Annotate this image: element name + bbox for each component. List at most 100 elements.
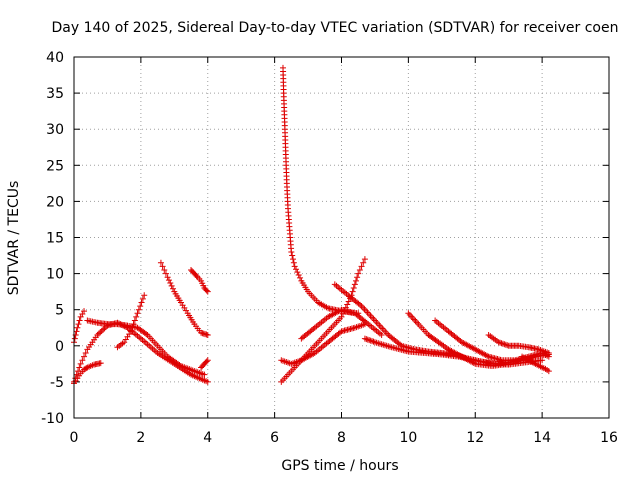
series-arc-5 bbox=[114, 292, 148, 351]
data-point bbox=[137, 303, 144, 310]
x-tick-label: 16 bbox=[600, 430, 618, 446]
data-point bbox=[369, 338, 376, 345]
data-point bbox=[349, 288, 356, 295]
y-tick-label: 10 bbox=[46, 267, 64, 283]
data-point bbox=[356, 266, 363, 273]
data-point bbox=[291, 263, 298, 270]
data-point bbox=[168, 282, 175, 289]
data-point bbox=[525, 357, 532, 364]
data-point bbox=[203, 287, 210, 294]
x-tick-label: 8 bbox=[337, 430, 346, 446]
data-point bbox=[345, 298, 352, 305]
data-point bbox=[497, 339, 504, 346]
data-point bbox=[310, 325, 317, 332]
x-tick-label: 14 bbox=[533, 430, 551, 446]
data-point bbox=[361, 335, 368, 342]
data-point bbox=[193, 273, 200, 280]
data-point bbox=[71, 335, 78, 342]
y-tick-label: 0 bbox=[55, 339, 64, 355]
data-point bbox=[159, 263, 166, 270]
chart-title: Day 140 of 2025, Sidereal Day-to-day VTE… bbox=[52, 20, 619, 36]
series-arc-8 bbox=[198, 357, 211, 371]
data-point bbox=[531, 360, 538, 367]
data-point bbox=[77, 360, 84, 367]
data-point bbox=[354, 274, 361, 281]
y-tick-label: 40 bbox=[46, 50, 64, 66]
data-point bbox=[130, 321, 137, 328]
data-point bbox=[529, 359, 536, 366]
data-point bbox=[76, 364, 83, 371]
data-point bbox=[167, 279, 174, 286]
data-point bbox=[97, 360, 104, 367]
data-point bbox=[94, 331, 101, 338]
y-tick-label: -5 bbox=[50, 375, 64, 391]
y-tick-label: 20 bbox=[46, 194, 64, 210]
data-point bbox=[495, 339, 502, 346]
data-point bbox=[545, 368, 552, 375]
y-axis-label: SDTVAR / TECUs bbox=[6, 181, 22, 296]
series-arc-3 bbox=[71, 360, 104, 387]
data-point bbox=[204, 378, 211, 385]
series-arc-9 bbox=[279, 64, 362, 317]
data-point bbox=[169, 285, 176, 292]
data-point bbox=[352, 277, 359, 284]
data-point bbox=[162, 270, 169, 277]
y-tick-label: 35 bbox=[46, 86, 64, 102]
data-point bbox=[355, 270, 362, 277]
data-point bbox=[134, 310, 141, 317]
data-point bbox=[297, 274, 304, 281]
series-arc-16 bbox=[432, 317, 552, 364]
data-point bbox=[76, 317, 83, 324]
data-point bbox=[129, 324, 136, 331]
x-axis-label: GPS time / hours bbox=[281, 458, 398, 474]
data-point bbox=[100, 326, 107, 333]
data-point bbox=[75, 321, 82, 328]
data-point bbox=[470, 360, 477, 367]
axis-ticks: 0 2 4 6 8 10 12 14 16 -10 -5 0 5 10 15 20 25 30 35 40 bbox=[41, 50, 618, 446]
grid bbox=[74, 57, 609, 418]
data-point bbox=[79, 357, 86, 364]
data-point bbox=[310, 350, 317, 357]
data-point bbox=[363, 319, 370, 326]
data-point bbox=[204, 288, 211, 295]
data-point bbox=[351, 281, 358, 288]
data-point bbox=[288, 248, 295, 255]
data-point bbox=[484, 352, 491, 359]
data-point bbox=[366, 337, 373, 344]
data-point bbox=[161, 266, 168, 273]
data-point bbox=[539, 357, 546, 364]
data-point bbox=[290, 259, 297, 266]
data-point bbox=[364, 336, 371, 343]
data-point bbox=[201, 371, 208, 378]
x-tick-label: 0 bbox=[70, 430, 79, 446]
data-point bbox=[502, 341, 509, 348]
data-point bbox=[527, 357, 534, 364]
data-point bbox=[133, 313, 140, 320]
data-point bbox=[74, 324, 81, 331]
data-point bbox=[165, 277, 172, 284]
data-point bbox=[344, 301, 351, 308]
x-tick-label: 4 bbox=[203, 430, 212, 446]
data-point bbox=[138, 299, 145, 306]
data-point bbox=[204, 357, 211, 364]
data-point bbox=[504, 342, 511, 349]
data-point bbox=[98, 327, 105, 334]
y-tick-label: -10 bbox=[41, 411, 64, 427]
data-point bbox=[95, 330, 102, 337]
y-tick-label: 15 bbox=[46, 231, 64, 247]
data-point bbox=[290, 256, 297, 263]
data-point bbox=[545, 350, 552, 357]
data-point bbox=[135, 306, 142, 313]
data-point bbox=[289, 252, 296, 259]
data-point bbox=[143, 330, 150, 337]
data-point bbox=[360, 259, 367, 266]
series-arc-4 bbox=[84, 317, 208, 378]
data-point bbox=[164, 274, 171, 281]
series-arc-10 bbox=[278, 256, 368, 385]
data-point bbox=[294, 269, 301, 276]
data-point bbox=[378, 331, 385, 338]
data-point bbox=[295, 272, 302, 279]
series-arc-7 bbox=[188, 266, 211, 295]
